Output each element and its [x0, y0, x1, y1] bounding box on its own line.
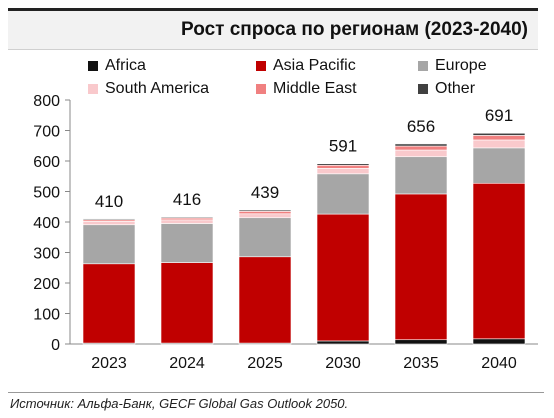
bar-segment-africa	[316, 340, 370, 345]
legend-label: Africa	[105, 57, 146, 74]
total-label: 439	[251, 183, 279, 202]
total-label: 691	[485, 106, 513, 125]
bar-segment-africa	[394, 339, 448, 345]
bar-segment-asia-pacific	[238, 256, 292, 344]
bar-segment-middle-east	[238, 211, 292, 215]
bar-segment-middle-east	[316, 164, 370, 169]
legend-label: Middle East	[273, 80, 357, 97]
bar-segment-middle-east	[394, 145, 448, 151]
y-tick-label: 800	[33, 93, 60, 110]
y-tick-label: 200	[33, 276, 60, 293]
legend-label: Europe	[435, 57, 487, 74]
y-tick-label: 600	[33, 154, 60, 171]
bar-segment-middle-east	[472, 135, 526, 141]
x-tick-label: 2040	[481, 355, 517, 372]
y-tick-label: 400	[33, 215, 60, 232]
legend-swatch	[418, 84, 428, 94]
legend-swatch	[256, 84, 266, 94]
x-tick-label: 2035	[403, 355, 439, 372]
y-tick-label: 0	[51, 337, 60, 354]
legend-swatch	[418, 61, 428, 71]
legend-item-africa: Africa	[88, 57, 146, 75]
chart-title: Рост спроса по регионам (2023-2040)	[181, 19, 528, 40]
bar-segment-asia-pacific	[160, 262, 214, 344]
bar-segment-europe	[160, 223, 214, 263]
bar-segment-south-america	[238, 213, 292, 219]
bar-segment-south-america	[394, 149, 448, 158]
bar-segment-other	[316, 163, 370, 166]
bar-segment-africa	[472, 338, 526, 345]
bar-segment-asia-pacific	[82, 263, 136, 344]
bar-segment-asia-pacific	[472, 182, 526, 340]
y-tick-label: 700	[33, 124, 60, 141]
total-label: 410	[95, 192, 123, 211]
bar-segment-other	[472, 132, 526, 136]
total-label: 416	[173, 190, 201, 209]
legend-item-asia-pacific: Asia Pacific	[256, 57, 356, 75]
y-tick-label: 500	[33, 185, 60, 202]
source-divider	[8, 392, 544, 393]
legend-item-south-america: South America	[88, 80, 209, 98]
bar-segment-europe	[316, 173, 370, 215]
total-label: 656	[407, 117, 435, 136]
legend-item-other: Other	[418, 80, 475, 98]
bar-segment-europe	[394, 156, 448, 195]
source-note: Источник: Альфа-Банк, GECF Global Gas Ou…	[10, 396, 349, 411]
bar-segment-europe	[472, 147, 526, 184]
total-label: 591	[329, 137, 357, 156]
x-tick-label: 2030	[325, 355, 361, 372]
legend: Africa Asia Pacific Europe South America Mid…	[0, 0, 554, 110]
bar-segment-europe	[238, 217, 292, 258]
bar-segment-south-america	[316, 168, 370, 175]
legend-label: South America	[105, 80, 210, 97]
legend-item-europe: Europe	[418, 57, 487, 75]
bar-segment-south-america	[160, 219, 214, 224]
bar-segment-europe	[82, 224, 136, 265]
bar-segment-asia-pacific	[394, 193, 448, 341]
legend-label: Asia Pacific	[273, 57, 356, 74]
legend-swatch	[88, 61, 98, 71]
x-tick-label: 2023	[91, 355, 127, 372]
x-tick-label: 2025	[247, 355, 283, 372]
y-tick-label: 100	[33, 307, 60, 324]
bar-segment-other	[82, 218, 136, 221]
title-bar: Рост спроса по регионам (2023-2040)	[8, 8, 538, 50]
bar-segment-other	[160, 216, 214, 219]
bar-segment-south-america	[472, 139, 526, 149]
bar-segment-asia-pacific	[316, 213, 370, 342]
legend-swatch	[88, 84, 98, 94]
y-tick-label: 300	[33, 246, 60, 263]
legend-label: Other	[435, 80, 476, 97]
legend-swatch	[256, 61, 266, 71]
bar-segment-south-america	[82, 221, 136, 226]
legend-item-middle-east: Middle East	[256, 80, 357, 98]
bar-segment-other	[394, 143, 448, 147]
x-tick-label: 2024	[169, 355, 205, 372]
bar-segment-other	[238, 209, 292, 212]
